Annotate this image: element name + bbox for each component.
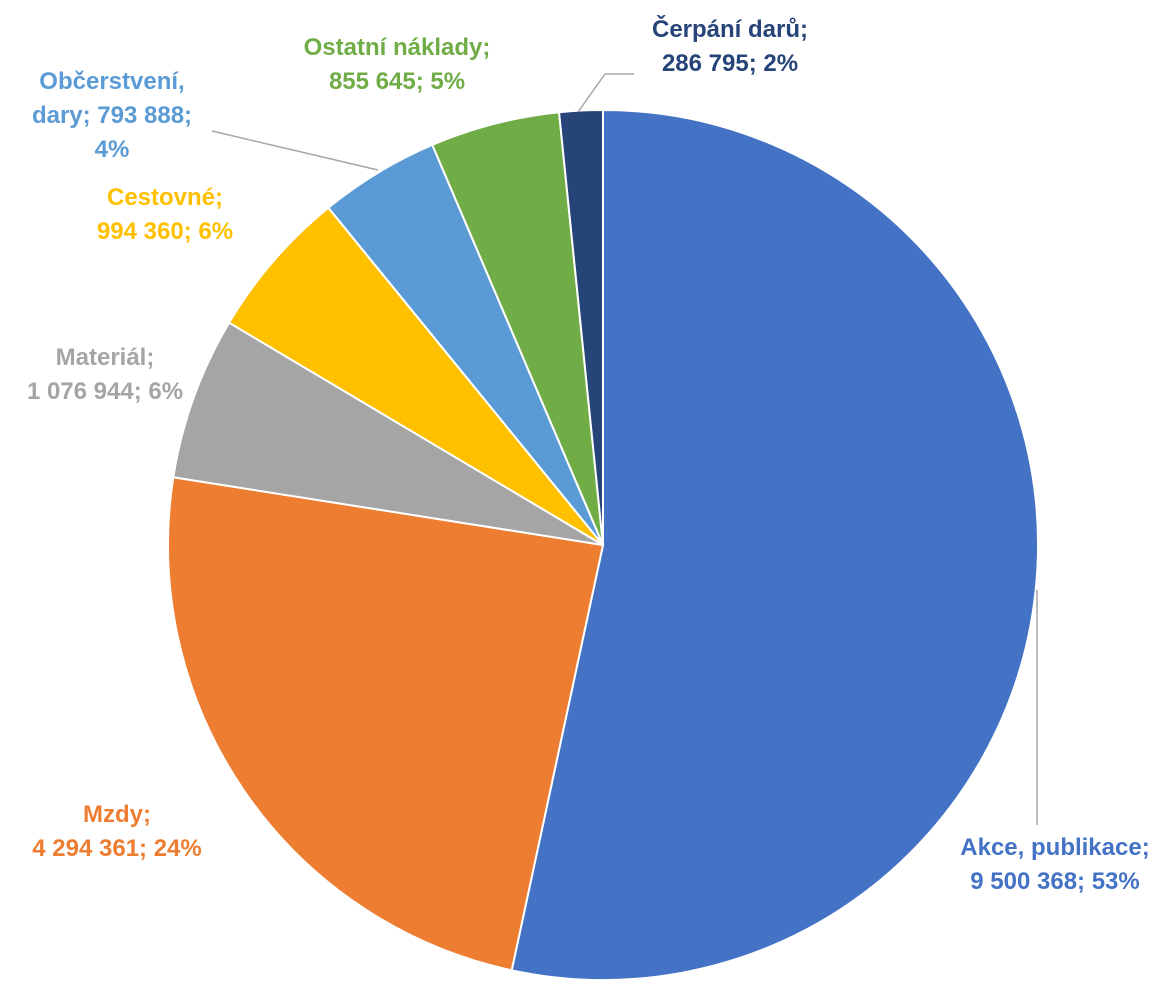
slice-label-line: Mzdy; [83, 801, 151, 828]
leader-line-obcerstveni-dary [211, 130, 379, 171]
slice-label-line: 994 360; 6% [97, 218, 233, 245]
pie-slice-cestovne [227, 206, 604, 546]
pie-slice-akce-publikace [510, 108, 1039, 981]
slice-label-line: 1 076 944; 6% [27, 378, 183, 405]
slice-label-cestovne: Cestovné; 994 360; 6% [97, 184, 233, 245]
slice-label-line: 9 500 368; 53% [970, 868, 1139, 895]
slice-label-line: Akce, publikace; [960, 834, 1149, 861]
slice-label-cerpani-daru: Čerpání darů; 286 795; 2% [652, 15, 808, 77]
slice-label-ostatni-naklady: Ostatní náklady; 855 645; 5% [304, 34, 491, 95]
slice-label-line: 286 795; 2% [662, 50, 798, 77]
leader-line-cerpani-daru [577, 73, 634, 113]
slice-label-line: 4% [95, 136, 130, 163]
pie-slice-mzdy [167, 476, 605, 972]
pie-slices [167, 108, 1039, 981]
slice-label-line: Cestovné; [107, 184, 223, 211]
slice-label-mzdy: Mzdy; 4 294 361; 24% [32, 801, 201, 862]
slice-label-line: 4 294 361; 24% [32, 835, 201, 862]
slice-label-obcerstveni-dary: Občerstvení, dary; 793 888; 4% [32, 68, 192, 163]
slice-label-line: 855 645; 5% [329, 68, 465, 95]
slice-label-line: Čerpání darů; [652, 15, 808, 43]
pie-slice-material [172, 321, 604, 546]
pie-slice-cerpani-daru [557, 108, 604, 546]
slice-label-material: Materiál; 1 076 944; 6% [27, 344, 183, 405]
slice-label-line: dary; 793 888; [32, 102, 192, 129]
slice-label-line: Ostatní náklady; [304, 34, 491, 61]
leader-lines [211, 73, 1038, 825]
slice-label-akce-publikace: Akce, publikace; 9 500 368; 53% [960, 834, 1149, 895]
slice-labels: Akce, publikace; 9 500 368; 53% Mzdy; 4 294… [27, 15, 1150, 895]
slice-label-line: Občerstvení, [39, 68, 184, 95]
slice-label-line: Materiál; [56, 344, 155, 371]
